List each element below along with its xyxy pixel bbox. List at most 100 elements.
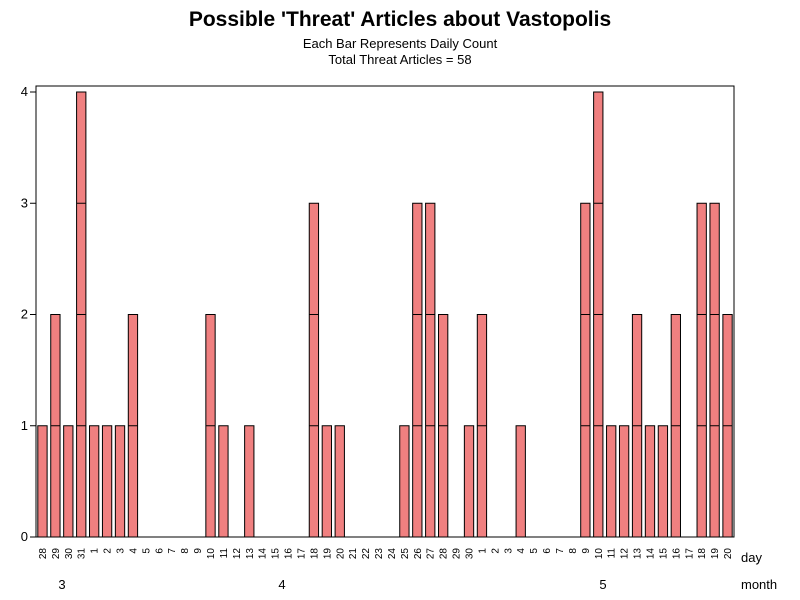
x-day-label: 25 xyxy=(400,548,411,560)
bar-rect xyxy=(218,425,229,538)
chart-subtitle: Each Bar Represents Daily Count xyxy=(302,36,498,51)
bar xyxy=(76,91,87,538)
bar xyxy=(218,425,229,538)
bar-rect xyxy=(709,202,720,538)
bar-rect xyxy=(89,425,100,538)
x-day-label: 13 xyxy=(245,548,256,560)
bar xyxy=(618,425,630,538)
x-day-label: 21 xyxy=(348,548,359,560)
bar xyxy=(696,202,707,538)
x-day-label: 20 xyxy=(335,548,346,560)
bar xyxy=(412,202,423,538)
bar xyxy=(37,425,48,538)
x-day-label: 7 xyxy=(167,548,178,554)
x-day-label: 11 xyxy=(607,548,618,559)
bar-rect xyxy=(425,202,436,538)
x-day-label: 10 xyxy=(206,548,217,560)
x-day-label: 8 xyxy=(568,548,579,554)
bar xyxy=(606,425,617,538)
x-day-label: 4 xyxy=(128,548,139,554)
chart-title: Possible 'Threat' Articles about Vastopo… xyxy=(188,8,612,31)
x-day-label: 6 xyxy=(154,548,165,554)
bar xyxy=(515,425,526,538)
x-day-label: 7 xyxy=(555,548,566,554)
bar xyxy=(244,425,255,538)
bar-rect xyxy=(515,425,526,538)
bar-rect xyxy=(37,425,48,538)
bar-rect xyxy=(696,202,707,538)
y-axis: 0 1 2 3 4 xyxy=(21,84,36,544)
x-day-label: 30 xyxy=(64,548,75,560)
x-day-label: 23 xyxy=(374,548,385,560)
y-tick-label: 2 xyxy=(21,307,28,322)
y-tick-label: 3 xyxy=(21,195,28,210)
x-day-label: 1 xyxy=(477,548,488,554)
x-day-label: 16 xyxy=(284,548,295,560)
bar-rect xyxy=(580,202,591,538)
bar xyxy=(580,202,591,538)
x-day-label: 28 xyxy=(38,548,49,560)
bar-rect xyxy=(244,425,255,538)
bar-rect xyxy=(657,425,669,538)
x-day-label: 2 xyxy=(490,548,501,554)
bar-rect xyxy=(399,425,410,538)
x-day-label: 20 xyxy=(723,548,734,560)
bar xyxy=(101,425,113,538)
x-day-label: 4 xyxy=(516,548,527,554)
bar xyxy=(334,425,345,538)
bar xyxy=(399,425,410,538)
x-axis-month-labels: 3 4 5 xyxy=(58,577,606,592)
x-day-label: 3 xyxy=(503,548,514,554)
plot-frame xyxy=(35,85,735,538)
x-day-label: 18 xyxy=(309,548,320,560)
x-day-label: 27 xyxy=(426,548,437,560)
bar xyxy=(321,425,332,538)
x-month-label: 3 xyxy=(58,577,65,592)
x-day-label: 11 xyxy=(219,548,230,559)
x-axis-day-labels: 28 29 30 31 1 2 3 4 5 6 7 8 9 10 11 12 13 14 15 16 17 18 19 20 2… xyxy=(38,548,734,560)
bar xyxy=(709,202,720,538)
x-day-label: 30 xyxy=(465,548,476,560)
bar xyxy=(670,314,681,538)
x-day-label: 26 xyxy=(413,548,424,560)
x-day-label: 31 xyxy=(77,548,88,560)
bar-rect xyxy=(644,425,656,538)
bar xyxy=(722,314,733,538)
bar xyxy=(657,425,669,538)
bar-rect xyxy=(412,202,423,538)
x-day-label: 15 xyxy=(271,548,282,560)
x-day-label: 29 xyxy=(51,548,62,560)
x-day-label: 19 xyxy=(710,548,721,560)
x-day-label: 14 xyxy=(645,548,656,560)
x-day-label: 15 xyxy=(658,548,669,560)
bar xyxy=(593,91,604,538)
bar xyxy=(127,314,139,538)
x-day-label: 8 xyxy=(180,548,191,554)
bar xyxy=(308,202,320,538)
x-day-label: 29 xyxy=(452,548,463,560)
bar xyxy=(50,314,61,538)
x-day-label: 18 xyxy=(697,548,708,560)
bar xyxy=(644,425,656,538)
bar-rect xyxy=(308,202,320,538)
bar-series xyxy=(37,91,733,538)
bar-rect xyxy=(606,425,617,538)
x-day-label: 3 xyxy=(116,548,127,554)
y-tick-label: 4 xyxy=(21,84,28,99)
x-day-label: 16 xyxy=(671,548,682,560)
x-day-label: 28 xyxy=(439,548,450,560)
bar-rect xyxy=(101,425,113,538)
x-day-label: 13 xyxy=(633,548,644,560)
x-day-label: 10 xyxy=(594,548,605,560)
x-axis-month-title: month xyxy=(741,577,777,592)
x-day-label: 17 xyxy=(296,548,307,560)
x-day-label: 19 xyxy=(322,548,333,560)
x-day-label: 22 xyxy=(361,548,372,560)
bar-rect xyxy=(463,425,475,538)
x-day-label: 9 xyxy=(193,548,204,554)
bar xyxy=(463,425,475,538)
chart-subtitle-total: Total Threat Articles = 58 xyxy=(328,52,472,67)
bar-rect xyxy=(618,425,630,538)
x-day-label: 9 xyxy=(581,548,592,554)
